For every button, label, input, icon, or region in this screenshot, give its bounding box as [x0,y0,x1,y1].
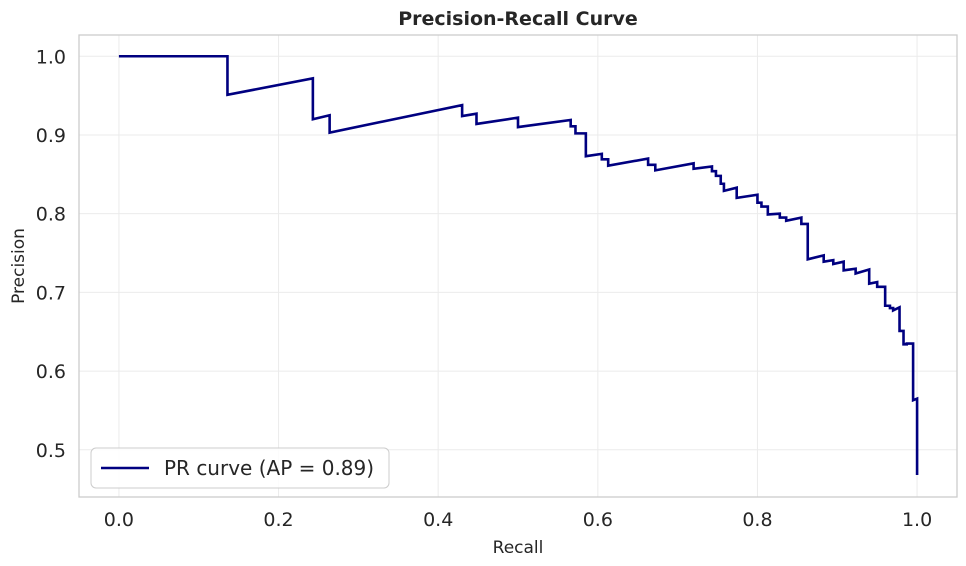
y-axis-label: Precision [9,228,29,304]
series-layer [118,54,919,475]
x-tick-labels: 0.0 0.2 0.4 0.6 0.8 1.0 [104,509,932,531]
legend-box [90,447,390,489]
y-tick-label: 1.0 [36,46,66,68]
x-tick-label: 0.4 [423,509,453,531]
plot-frame [78,34,958,498]
y-tick-label: 0.5 [36,440,66,462]
chart-title: Precision-Recall Curve [398,8,638,30]
x-axis-label: Recall [493,538,544,558]
y-tick-label: 0.8 [36,204,66,226]
x-tick-label: 0.8 [742,509,772,531]
x-tick-label: 0.6 [583,509,613,531]
x-tick-label: 1.0 [902,509,932,531]
y-tick-labels: 0.5 0.6 0.7 0.8 0.9 1.0 [36,46,66,462]
legend-entry-label: PR curve (AP = 0.89) [164,456,374,480]
legend: PR curve (AP = 0.89) [90,447,390,489]
grid [79,35,957,497]
y-tick-label: 0.9 [36,125,66,147]
pr-curve-line [118,54,919,475]
x-tick-label: 0.0 [104,509,134,531]
y-tick-label: 0.7 [36,282,66,304]
x-tick-label: 0.2 [263,509,293,531]
y-tick-label: 0.6 [36,361,66,383]
